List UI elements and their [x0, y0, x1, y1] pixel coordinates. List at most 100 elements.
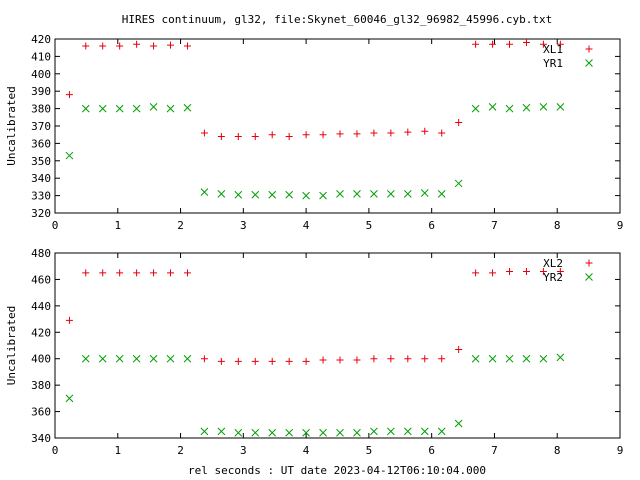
x-axis-label: rel seconds : UT date 2023-04-12T06:10:0…	[188, 464, 486, 477]
data-point	[116, 42, 124, 50]
data-point	[217, 357, 225, 365]
legend-label: XL2	[543, 257, 563, 270]
data-point	[183, 103, 192, 112]
data-point	[505, 354, 514, 363]
data-point	[420, 189, 429, 197]
x-tick-label: 0	[52, 219, 59, 232]
x-tick-label: 3	[240, 219, 247, 232]
x-tick-label: 5	[366, 219, 373, 232]
series-xl2	[65, 268, 564, 365]
data-point	[556, 268, 564, 275]
data-point	[403, 427, 412, 436]
data-point	[149, 103, 158, 111]
y-tick-label: 360	[31, 137, 51, 150]
x-tick-label: 2	[177, 219, 184, 232]
x-tick-label: 5	[366, 444, 373, 457]
y-tick-label: 480	[31, 247, 51, 260]
top-panel: 0 1 2 3 4 5 6 7 8 9 320 330 340 350 360 370 380 390 400 410…	[5, 33, 623, 232]
data-point	[471, 104, 480, 113]
x-tick-label: 3	[240, 444, 247, 457]
y-tick-label: 400	[31, 353, 51, 366]
data-point	[522, 38, 530, 46]
data-point	[234, 428, 243, 437]
y-tick-label: 400	[31, 68, 51, 81]
plot-frame	[54, 38, 621, 214]
data-point	[167, 41, 175, 49]
data-point	[200, 188, 209, 196]
data-point	[302, 428, 310, 437]
data-point	[421, 127, 429, 135]
data-point	[217, 427, 226, 436]
data-point	[336, 190, 344, 198]
series-yr2	[65, 353, 565, 437]
data-point	[149, 354, 158, 363]
data-point	[522, 354, 531, 363]
y-tick-label: 340	[31, 432, 51, 445]
data-point	[353, 428, 361, 437]
y-tick-label: 360	[31, 406, 51, 419]
x-tick-label: 2	[177, 444, 184, 457]
y-tick-label: 350	[31, 155, 51, 168]
data-point	[285, 132, 293, 140]
data-point	[336, 130, 344, 138]
data-point	[387, 190, 395, 198]
legend-marker	[585, 259, 593, 267]
y-tick-label: 460	[31, 273, 51, 286]
data-point	[437, 190, 446, 198]
y-tick-label: 340	[31, 172, 51, 185]
data-point	[387, 427, 395, 436]
data-point	[336, 356, 344, 364]
data-point	[522, 103, 531, 112]
data-point	[387, 129, 395, 137]
chart-title: HIRES continuum, gl32, file:Skynet_60046…	[122, 13, 552, 26]
series-yr1	[65, 103, 565, 200]
data-point	[200, 427, 209, 436]
data-point	[150, 269, 158, 277]
x-tick-label: 4	[303, 219, 310, 232]
data-point	[488, 103, 497, 111]
data-point	[234, 132, 242, 140]
data-point	[81, 104, 90, 113]
data-point	[268, 131, 276, 139]
data-point	[302, 131, 310, 139]
data-point	[251, 190, 260, 199]
data-point	[438, 129, 446, 137]
data-point	[539, 354, 548, 363]
data-point	[319, 131, 327, 139]
data-point	[505, 104, 514, 113]
data-point	[200, 355, 208, 363]
data-point	[132, 354, 141, 363]
x-tick-label: 8	[554, 219, 561, 232]
data-point	[556, 353, 565, 362]
data-point	[302, 191, 310, 200]
data-point	[133, 40, 141, 48]
x-tick-label: 1	[114, 444, 121, 457]
data-point	[403, 190, 412, 198]
data-point	[488, 354, 497, 363]
data-point	[539, 103, 548, 111]
data-point	[268, 428, 277, 437]
x-tick-label: 7	[491, 219, 498, 232]
legend-label: YR1	[543, 57, 563, 70]
data-point	[319, 356, 327, 364]
legend-label: XL1	[543, 43, 563, 56]
data-point	[472, 40, 480, 48]
data-point	[506, 268, 514, 275]
data-point	[150, 42, 158, 50]
x-tick-label: 1	[114, 219, 121, 232]
data-point	[302, 357, 310, 365]
data-point	[471, 354, 480, 363]
data-point	[183, 354, 192, 363]
data-point	[65, 151, 74, 160]
x-tick-label: 9	[617, 219, 624, 232]
data-point	[353, 130, 361, 138]
data-point	[65, 394, 74, 403]
y-tick-label: 410	[31, 50, 51, 63]
legend-label: YR2	[543, 271, 563, 284]
x-tick-label: 0	[52, 444, 59, 457]
data-point	[285, 190, 294, 199]
data-point	[319, 191, 327, 200]
data-point	[556, 103, 565, 111]
data-point	[133, 269, 141, 277]
